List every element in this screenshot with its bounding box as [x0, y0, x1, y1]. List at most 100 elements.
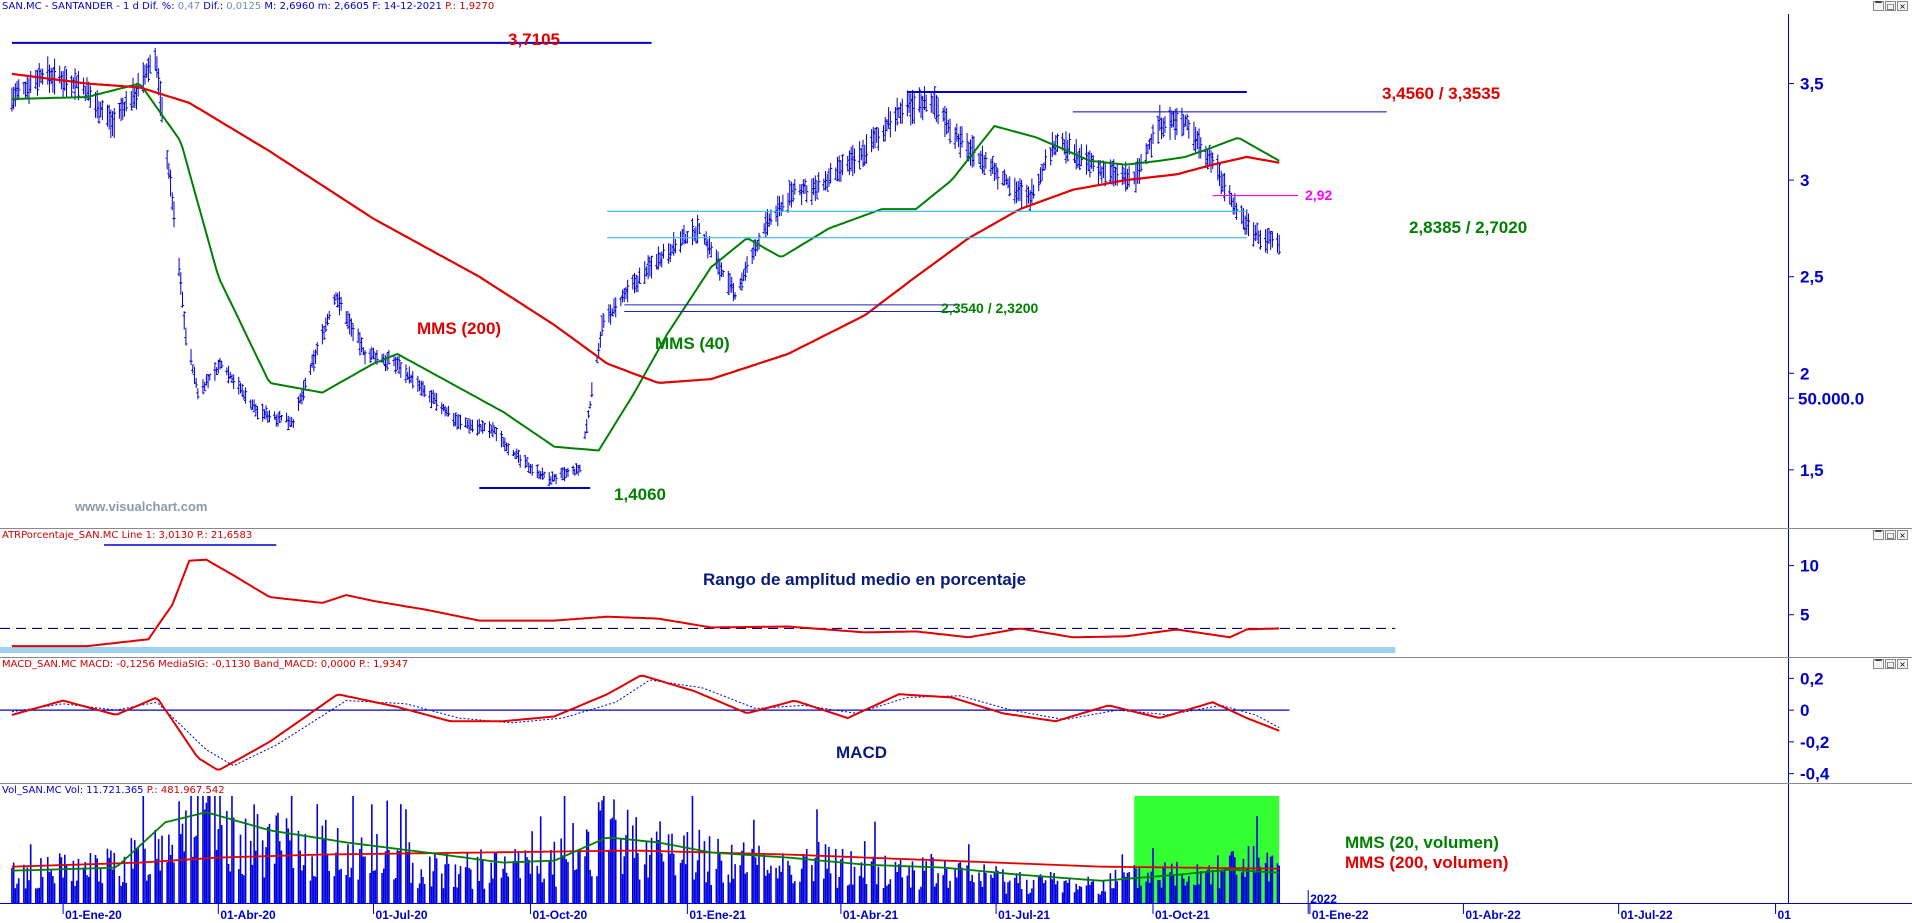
volume-bar — [1232, 851, 1234, 903]
price-bar — [404, 364, 408, 384]
price-bar — [612, 298, 616, 315]
price-bar — [1008, 176, 1012, 197]
price-bar — [71, 77, 75, 89]
volume-bar — [29, 844, 32, 903]
volume-bar — [214, 796, 216, 903]
price-bar — [1161, 117, 1165, 138]
volume-bar — [65, 864, 68, 903]
volume-bar — [565, 859, 568, 903]
volume-bar — [1206, 869, 1209, 903]
price-bar — [800, 184, 804, 206]
volume-bar — [40, 858, 42, 903]
price-bar — [1243, 215, 1247, 235]
price-bar — [765, 209, 770, 236]
minimize-button[interactable]: ▔ — [1873, 1, 1884, 11]
volume-bar — [505, 872, 508, 903]
price-bar — [979, 150, 983, 170]
volume-bar — [853, 866, 856, 903]
price-bar — [578, 464, 582, 473]
volume-bar — [1005, 893, 1008, 903]
price-bar — [1122, 168, 1126, 185]
price-bar — [566, 467, 570, 477]
maximize-button[interactable]: □ — [1885, 530, 1896, 540]
close-button[interactable]: × — [1897, 1, 1908, 11]
price-bar — [349, 318, 353, 337]
volume-bar — [841, 849, 844, 903]
volume-bar — [203, 809, 206, 903]
maximize-button[interactable]: □ — [1885, 659, 1896, 669]
title-part: P.: 1,9270 — [445, 1, 495, 12]
price-bar — [324, 317, 328, 333]
volume-bar — [587, 831, 590, 903]
price-bar — [196, 388, 200, 400]
price-bar — [1144, 143, 1148, 165]
close-button[interactable]: × — [1897, 530, 1908, 540]
volume-bar — [420, 869, 423, 903]
price-bar — [1091, 155, 1095, 172]
close-button[interactable]: × — [1897, 659, 1908, 669]
volume-bar — [202, 796, 204, 903]
price-bar — [479, 424, 483, 432]
volume-bar — [901, 877, 904, 903]
volume-bar — [87, 876, 90, 903]
volume-bar — [493, 852, 496, 903]
price-panel[interactable]: SAN.MC - SANTANDER - 1 d Dif. %: 0,47 Di… — [0, 0, 1912, 529]
price-bar — [481, 420, 485, 434]
volume-panel[interactable]: Vol_SAN.MC Vol: 11.721.365 P.: 481.967.5… — [0, 389, 1912, 903]
volume-bar — [292, 868, 295, 903]
volume-bar — [1199, 871, 1202, 903]
price-bar — [551, 471, 555, 482]
volume-bar — [94, 854, 97, 903]
price-bar — [237, 376, 241, 395]
volume-bar — [572, 823, 574, 903]
price-axis-tick-label: 2,5 — [1800, 268, 1824, 287]
price-bar — [636, 276, 640, 293]
price-bar — [859, 147, 863, 161]
volume-bar — [255, 850, 257, 903]
volume-bar — [751, 848, 753, 903]
volume-bar — [207, 796, 209, 903]
date-tick-label: 01 — [1778, 908, 1792, 922]
volume-bar — [301, 870, 303, 903]
volume-bar — [930, 853, 933, 903]
volume-bar — [945, 868, 948, 903]
volume-bar — [979, 880, 982, 903]
price-bar — [1192, 121, 1196, 151]
volume-bar — [183, 851, 186, 903]
volume-bar — [679, 863, 682, 903]
volume-bar — [1246, 867, 1248, 903]
mms40-label: MMS (40) — [655, 334, 730, 353]
volume-bar — [161, 835, 163, 903]
minimize-button[interactable]: ▔ — [1873, 530, 1884, 540]
title-part: P.: 1,9347 — [358, 659, 409, 670]
volume-bar — [1041, 875, 1043, 903]
volume-bar — [911, 861, 914, 903]
volume-bar — [829, 873, 832, 903]
price-bar — [1228, 185, 1232, 205]
minimize-button[interactable]: ▔ — [1873, 659, 1884, 669]
volume-bar — [178, 801, 180, 903]
volume-bar — [949, 880, 951, 903]
volume-bar — [101, 883, 104, 903]
volume-bar — [551, 874, 554, 903]
volume-bar — [1196, 864, 1199, 903]
price-bar — [956, 133, 961, 148]
level-label-2-8385-2-7020: 2,8385 / 2,7020 — [1409, 218, 1527, 237]
price-bar — [107, 104, 111, 130]
macd-panel[interactable]: MACD_SAN.MC MACD: -0,1256 MediaSIG: -0,1… — [0, 658, 1912, 784]
volume-bar — [1056, 880, 1059, 903]
price-bar — [470, 419, 475, 433]
macd-chart[interactable]: 0,2 0 -0,2 -0,4 MACD — [0, 658, 1912, 784]
price-chart[interactable]: 3,5 3 2,5 2 1,5 www.visualchart.com 3,7105 1,40… — [0, 0, 1912, 529]
atr-panel[interactable]: ATRPorcentaje_SAN.MC Line 1: 3,0130 P.: … — [0, 529, 1912, 658]
price-bar — [286, 415, 290, 431]
volume-bar — [1220, 870, 1223, 903]
volume-bar — [98, 881, 100, 903]
price-bar — [590, 382, 594, 398]
atr-chart[interactable]: 10 5 Rango de amplitud medio en porcentaje — [0, 529, 1912, 658]
price-bar — [441, 404, 446, 412]
atr-panel-label: Rango de amplitud medio en porcentaje — [703, 570, 1026, 589]
volume-bar — [340, 868, 342, 903]
maximize-button[interactable]: □ — [1885, 1, 1896, 11]
